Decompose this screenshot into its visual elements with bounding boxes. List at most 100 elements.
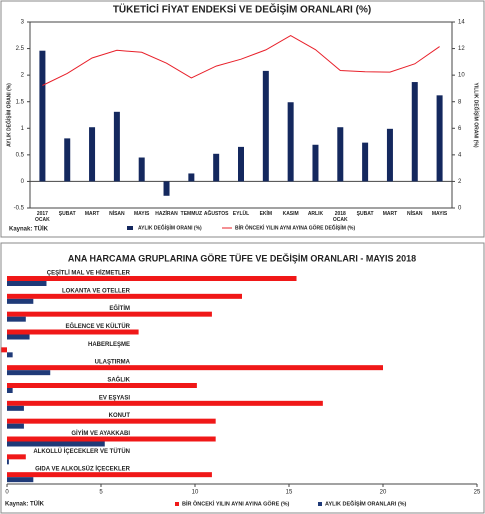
category-label: KONUT bbox=[109, 413, 131, 419]
bar bbox=[7, 441, 105, 447]
bar bbox=[39, 50, 46, 182]
y2-tick-label: 2 bbox=[458, 179, 462, 185]
category-label: ALKOLLÜ İÇECEKLER VE TÜTÜN bbox=[33, 448, 130, 455]
bar bbox=[7, 316, 26, 322]
x-tick-label: 2017 OCAK bbox=[35, 211, 50, 223]
bar bbox=[1, 347, 7, 353]
y2-tick-label: 6 bbox=[458, 126, 462, 132]
x-tick-label: NİSAN bbox=[109, 211, 125, 217]
bar bbox=[7, 436, 216, 442]
plot-area bbox=[29, 21, 453, 209]
category-label: EĞİTİM bbox=[109, 304, 130, 312]
x-tick-label: EKİM bbox=[259, 211, 273, 217]
category-label: EĞLENCE VE KÜLTÜR bbox=[65, 322, 130, 330]
category-label: ULAŞTIRMA bbox=[95, 360, 131, 366]
x-tick-label: NİSAN bbox=[406, 211, 423, 217]
bar bbox=[7, 276, 297, 281]
bar bbox=[7, 293, 242, 299]
y-tick-label: 1 bbox=[21, 126, 25, 132]
bar bbox=[7, 311, 212, 317]
x-tick-label: 0 bbox=[5, 490, 9, 496]
y2-axis-label: YILLIK DEĞİŞİM ORANI (%) bbox=[473, 83, 481, 148]
bar bbox=[411, 82, 418, 182]
x-tick-label: ŞUBAT bbox=[356, 211, 374, 217]
bar bbox=[287, 102, 294, 182]
bar bbox=[7, 477, 34, 483]
bar bbox=[7, 472, 212, 478]
x-tick-label: MART bbox=[382, 211, 398, 217]
x-tick-label: ARLIK bbox=[307, 211, 324, 217]
bar bbox=[7, 281, 47, 286]
x-tick-label: MAYIS bbox=[133, 211, 150, 217]
bar bbox=[163, 181, 170, 196]
y2-tick-label: 4 bbox=[458, 152, 462, 158]
bar bbox=[89, 127, 96, 182]
legend-swatch bbox=[318, 502, 322, 506]
y-tick-label: -0.5 bbox=[14, 206, 25, 212]
bar bbox=[188, 173, 195, 182]
legend-label: AYLIK DEĞİŞİM ORANLARI (%) bbox=[325, 499, 407, 507]
bar bbox=[312, 144, 319, 182]
x-tick-label: 10 bbox=[192, 490, 199, 496]
x-tick-label: TEMMUZ bbox=[180, 211, 203, 217]
y-tick-label: 0 bbox=[21, 179, 25, 185]
legend-label: AYLIK DEĞİŞİM ORANI (%) bbox=[138, 223, 202, 231]
y-tick-label: 1.5 bbox=[16, 99, 25, 105]
category-label: SAĞLIK bbox=[107, 376, 130, 384]
y2-tick-label: 10 bbox=[458, 73, 465, 79]
x-tick-label: EYLÜL bbox=[232, 211, 250, 217]
source: Kaynak: TÜİK bbox=[9, 226, 49, 233]
bar bbox=[7, 405, 24, 411]
bar bbox=[7, 298, 34, 304]
x-tick-label: MAYIS bbox=[431, 211, 448, 217]
frame bbox=[0, 242, 485, 514]
y2-tick-label: 0 bbox=[458, 206, 462, 212]
bar bbox=[386, 128, 393, 182]
bar bbox=[238, 146, 244, 182]
bar bbox=[7, 423, 24, 429]
x-tick-label: AĞUSTOS bbox=[203, 211, 229, 217]
bar bbox=[113, 111, 120, 182]
x-tick-label: 20 bbox=[380, 490, 387, 496]
bar bbox=[362, 142, 369, 182]
bar bbox=[7, 383, 197, 388]
y-tick-label: 2.5 bbox=[16, 46, 25, 52]
y-tick-label: 2 bbox=[21, 73, 25, 79]
chart-title: TÜKETİCİ FİYAT ENDEKSİ VE DEĞİŞİM ORANLA… bbox=[113, 3, 371, 16]
y-tick-label: 0.5 bbox=[16, 152, 25, 158]
source: Kaynak: TÜİK bbox=[5, 501, 45, 508]
frame bbox=[0, 0, 485, 238]
category-label: GİYİM VE AYAKKABI bbox=[71, 430, 130, 437]
x-tick-label: 2018 OCAK bbox=[332, 211, 348, 223]
legend-label: BİR ÖNCEKİ YILIN AYNI AYINA GÖRE DEĞİŞİM… bbox=[235, 223, 355, 231]
bar bbox=[262, 70, 269, 182]
bar bbox=[7, 418, 216, 424]
bar bbox=[7, 388, 13, 393]
bar bbox=[7, 454, 26, 460]
bar bbox=[64, 138, 71, 182]
x-tick-label: 15 bbox=[286, 490, 293, 496]
x-tick-label: 25 bbox=[474, 490, 481, 496]
x-tick-label: KASIM bbox=[282, 211, 299, 217]
chart-title: ANA HARCAMA GRUPLARINA GÖRE TÜFE VE DEĞİ… bbox=[68, 252, 416, 263]
line bbox=[42, 34, 440, 86]
category-label: LOKANTA VE OTELLER bbox=[62, 288, 131, 294]
y-axis-label: AYLIK DEĞİŞİM ORANI (%) bbox=[4, 83, 12, 147]
legend-swatch bbox=[127, 226, 133, 230]
category-label: EV EŞYASI bbox=[99, 395, 130, 401]
bar bbox=[213, 153, 220, 182]
category-label: HABERLEŞME bbox=[88, 342, 130, 348]
y-tick-label: 3 bbox=[21, 20, 25, 26]
y2-tick-label: 14 bbox=[458, 20, 465, 26]
y2-tick-label: 8 bbox=[458, 99, 462, 105]
bar bbox=[7, 400, 323, 406]
bar bbox=[7, 334, 30, 340]
bar bbox=[7, 365, 383, 371]
category-label: ÇEŞİTLİ MAL VE HİZMETLER bbox=[47, 270, 131, 277]
x-tick-label: ŞUBAT bbox=[58, 211, 76, 217]
x-tick-label: MART bbox=[84, 211, 100, 217]
x-tick-label: HAZİRAN bbox=[155, 211, 178, 217]
category-label: GIDA VE ALKOLSÜZ İÇECEKLER bbox=[35, 466, 131, 473]
